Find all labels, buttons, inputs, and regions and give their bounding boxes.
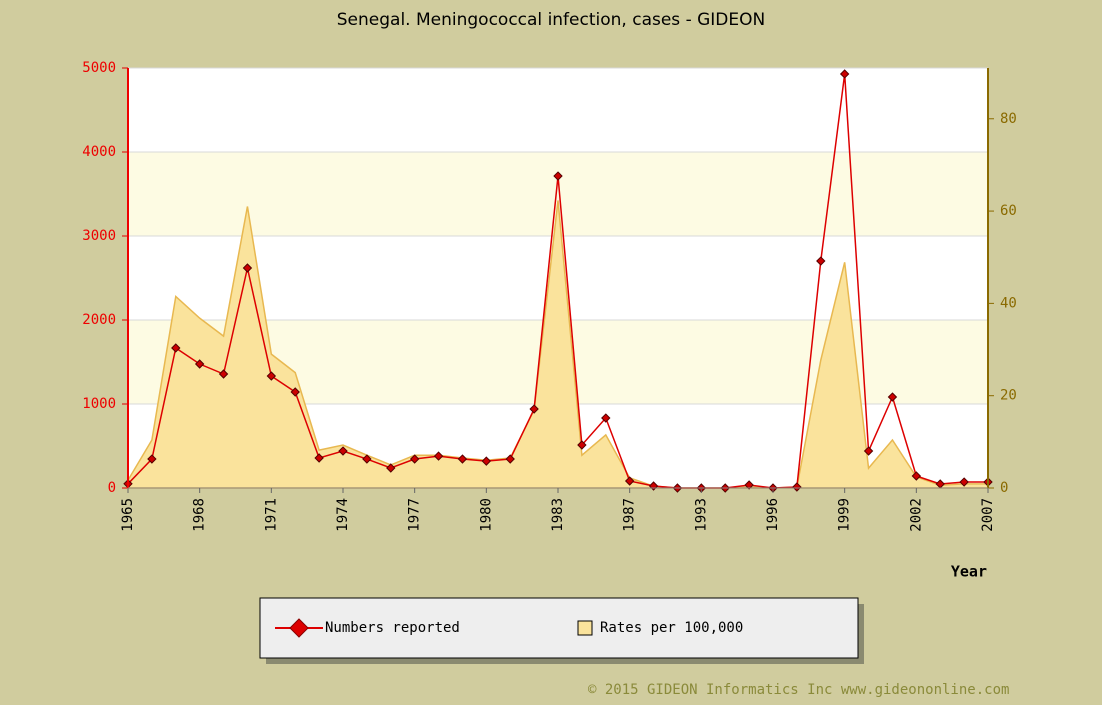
point bbox=[959, 477, 969, 487]
y-tick-label: 0 bbox=[108, 480, 116, 496]
y-tick-label: 4000 bbox=[82, 144, 116, 160]
point bbox=[839, 69, 850, 79]
y-tick-label: 2000 bbox=[82, 312, 116, 328]
x-tick-label: 1983 bbox=[550, 498, 566, 532]
legend bbox=[259, 597, 859, 659]
point bbox=[194, 359, 205, 369]
point bbox=[314, 453, 324, 463]
point bbox=[242, 263, 253, 273]
point bbox=[553, 171, 563, 181]
y2-tick-label: 20 bbox=[1000, 388, 1017, 404]
point bbox=[362, 454, 372, 464]
point bbox=[171, 343, 181, 353]
y-tick-label: 1000 bbox=[82, 396, 116, 412]
copyright: © 2015 GIDEON Informatics Inc www.gideon… bbox=[588, 682, 1009, 698]
x-tick-label: 1993 bbox=[693, 498, 709, 532]
x-tick-label: 1977 bbox=[407, 498, 423, 532]
point bbox=[792, 482, 802, 492]
legend-diamond-swatch bbox=[289, 618, 309, 638]
y2-tick-label: 60 bbox=[1000, 203, 1017, 219]
y-tick-label: 3000 bbox=[82, 228, 116, 244]
point bbox=[433, 451, 444, 461]
legend-label: Rates per 100,000 bbox=[600, 620, 743, 636]
legend-label: Numbers reported bbox=[325, 620, 460, 636]
y2-tick-label: 40 bbox=[1000, 295, 1017, 311]
area bbox=[127, 200, 989, 489]
point bbox=[577, 440, 587, 450]
x-tick-label: 1965 bbox=[120, 498, 136, 532]
point bbox=[863, 446, 874, 456]
point bbox=[457, 454, 468, 464]
y2-tick-label: 80 bbox=[1000, 111, 1017, 127]
point bbox=[529, 404, 539, 414]
x-tick-label: 1971 bbox=[263, 498, 279, 532]
point bbox=[481, 456, 492, 466]
x-tick-label: 1980 bbox=[478, 498, 494, 532]
point bbox=[816, 256, 826, 266]
x-tick-label: 1968 bbox=[192, 498, 208, 532]
point bbox=[338, 446, 348, 456]
point bbox=[218, 369, 229, 379]
point bbox=[744, 480, 754, 490]
point bbox=[147, 454, 157, 464]
point bbox=[505, 454, 515, 464]
point bbox=[887, 392, 898, 402]
y2-tick-label: 0 bbox=[1000, 480, 1008, 496]
legend-area-swatch bbox=[577, 620, 593, 636]
point bbox=[911, 471, 922, 481]
x-axis-label: Year bbox=[951, 563, 987, 581]
point bbox=[409, 454, 420, 464]
y-tick-label: 5000 bbox=[82, 60, 116, 76]
x-tick-label: 1999 bbox=[837, 498, 853, 532]
chart-title: Senegal. Meningococcal infection, cases … bbox=[337, 10, 765, 30]
x-tick-label: 2002 bbox=[908, 498, 924, 532]
x-tick-label: 1987 bbox=[622, 498, 638, 532]
x-tick-label: 2007 bbox=[980, 498, 996, 532]
point bbox=[601, 413, 611, 423]
point bbox=[624, 476, 635, 486]
x-tick-label: 1996 bbox=[765, 498, 781, 532]
x-tick-label: 1974 bbox=[335, 498, 351, 532]
point bbox=[290, 387, 300, 397]
point bbox=[386, 463, 396, 473]
point bbox=[266, 371, 277, 381]
